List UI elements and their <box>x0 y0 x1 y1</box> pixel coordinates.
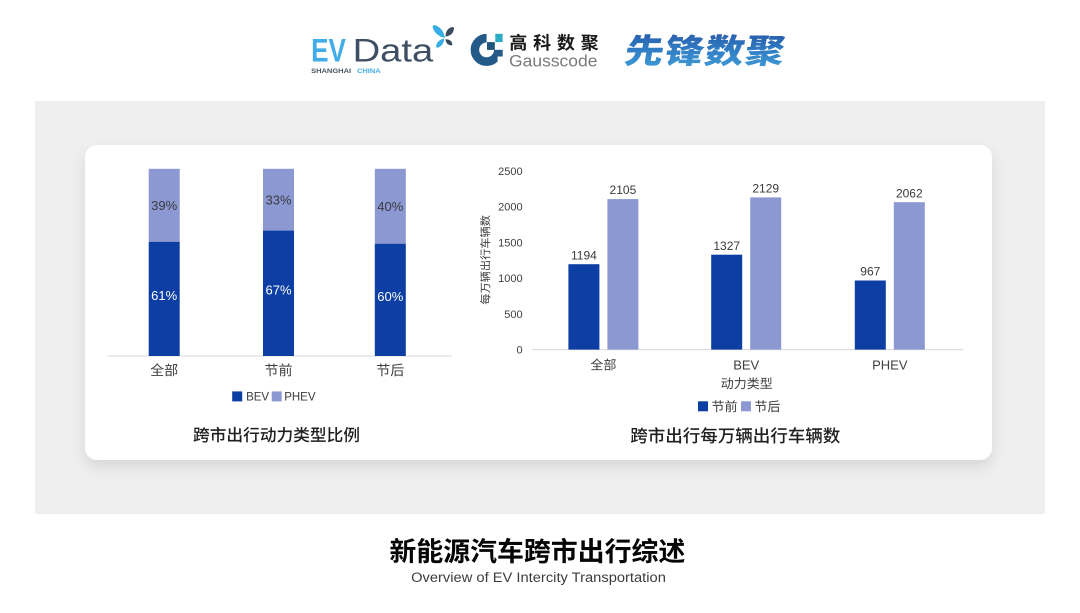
svg-text:60%: 60% <box>377 289 403 304</box>
svg-text:BEV: BEV <box>733 357 759 372</box>
svg-text:67%: 67% <box>265 283 291 298</box>
svg-text:2105: 2105 <box>610 183 637 197</box>
svg-text:2129: 2129 <box>752 182 779 196</box>
svg-text:1194: 1194 <box>571 248 597 262</box>
svg-text:1500: 1500 <box>498 237 522 249</box>
svg-text:1327: 1327 <box>713 239 740 253</box>
svg-text:Gausscode: Gausscode <box>509 52 598 71</box>
svg-text:1000: 1000 <box>498 273 522 285</box>
svg-text:EV: EV <box>311 32 346 68</box>
svg-text:2062: 2062 <box>896 186 923 200</box>
svg-text:39%: 39% <box>151 198 177 213</box>
svg-text:CHINA: CHINA <box>357 68 381 75</box>
svg-text:BEV: BEV <box>246 392 269 404</box>
svg-text:2000: 2000 <box>498 202 522 214</box>
svg-text:33%: 33% <box>265 192 291 207</box>
svg-text:PHEV: PHEV <box>284 392 316 404</box>
svg-text:Data: Data <box>353 32 435 68</box>
svg-text:SHANGHAI: SHANGHAI <box>311 68 351 75</box>
svg-text:967: 967 <box>860 265 880 279</box>
svg-text:0: 0 <box>516 345 522 357</box>
svg-text:61%: 61% <box>151 288 177 303</box>
svg-text:Overview of EV Intercity Trans: Overview of EV Intercity Transportation <box>411 570 666 585</box>
svg-text:40%: 40% <box>377 199 403 214</box>
svg-text:500: 500 <box>504 309 522 321</box>
svg-text:PHEV: PHEV <box>872 357 908 372</box>
svg-text:2500: 2500 <box>498 166 522 178</box>
